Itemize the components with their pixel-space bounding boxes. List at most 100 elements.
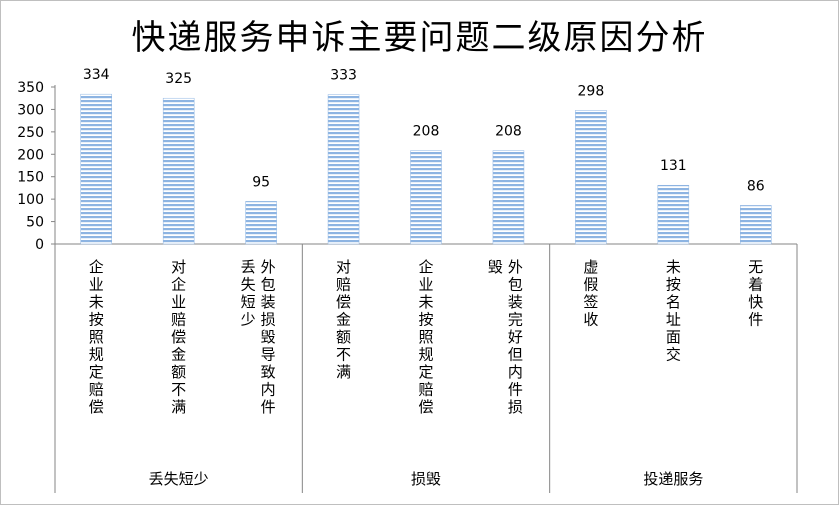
data-label: 334 [83, 67, 110, 83]
svg-text:对: 对 [171, 258, 186, 276]
group-label: 损毁 [411, 470, 441, 488]
svg-text:损: 损 [508, 398, 523, 416]
svg-text:外: 外 [508, 258, 523, 276]
svg-text:赔: 赔 [418, 381, 433, 399]
bar [327, 94, 360, 245]
svg-text:包: 包 [261, 276, 276, 294]
svg-text:赔: 赔 [336, 276, 351, 294]
svg-text:额: 额 [171, 363, 186, 381]
svg-text:业: 业 [171, 293, 186, 311]
svg-text:偿: 偿 [418, 398, 433, 416]
bar [410, 150, 442, 245]
y-tick-label: 300 [17, 102, 44, 118]
y-tick-label: 50 [26, 215, 44, 231]
group-label: 丢失短少 [149, 470, 209, 488]
svg-text:企: 企 [171, 276, 186, 294]
bar [162, 97, 195, 245]
svg-text:名: 名 [666, 293, 681, 311]
data-label: 95 [252, 174, 270, 190]
svg-text:快: 快 [748, 293, 763, 311]
bar [80, 93, 112, 245]
svg-text:额: 额 [336, 328, 351, 346]
svg-text:赔: 赔 [89, 381, 104, 399]
svg-text:金: 金 [336, 311, 351, 329]
svg-text:规: 规 [89, 346, 104, 364]
svg-text:定: 定 [89, 363, 104, 381]
y-tick-label: 250 [17, 125, 44, 141]
svg-text:着: 着 [748, 276, 763, 294]
svg-text:少: 少 [241, 311, 256, 329]
svg-text:虚: 虚 [583, 258, 598, 276]
svg-text:赔: 赔 [171, 311, 186, 329]
chart-title: 快递服务申诉主要问题二级原因分析 [131, 18, 708, 58]
svg-text:收: 收 [583, 311, 598, 329]
svg-text:损: 损 [261, 311, 276, 329]
data-label: 298 [578, 83, 605, 99]
svg-text:按: 按 [89, 311, 104, 329]
svg-text:完: 完 [508, 311, 523, 329]
svg-text:但: 但 [508, 346, 523, 364]
bar [492, 150, 525, 245]
svg-text:满: 满 [336, 363, 351, 381]
svg-text:金: 金 [171, 346, 186, 364]
y-tick-label: 150 [17, 170, 44, 186]
svg-text:导: 导 [261, 346, 276, 364]
bar [657, 184, 690, 245]
svg-text:满: 满 [171, 398, 186, 416]
svg-text:定: 定 [418, 363, 433, 381]
svg-text:偿: 偿 [336, 293, 351, 311]
svg-text:偿: 偿 [89, 398, 104, 416]
bar [245, 201, 277, 245]
svg-text:假: 假 [583, 276, 598, 294]
svg-text:对: 对 [336, 258, 351, 276]
group-label: 投递服务 [643, 470, 703, 488]
bar [740, 205, 772, 245]
svg-text:按: 按 [418, 311, 433, 329]
svg-text:包: 包 [508, 276, 523, 294]
svg-text:无: 无 [748, 258, 763, 276]
svg-text:毁: 毁 [488, 258, 503, 276]
svg-text:装: 装 [508, 293, 523, 311]
y-tick-label: 350 [17, 80, 44, 96]
data-label: 86 [747, 178, 765, 194]
svg-text:不: 不 [171, 381, 186, 399]
svg-text:业: 业 [418, 276, 433, 294]
data-label: 333 [330, 68, 357, 84]
svg-text:规: 规 [418, 346, 433, 364]
y-tick-label: 0 [35, 237, 44, 253]
svg-text:外: 外 [261, 258, 276, 276]
svg-text:偿: 偿 [171, 328, 186, 346]
svg-text:丢: 丢 [241, 258, 256, 276]
svg-text:企: 企 [418, 258, 433, 276]
svg-text:件: 件 [748, 311, 763, 329]
svg-text:不: 不 [336, 346, 351, 364]
svg-text:业: 业 [89, 276, 104, 294]
svg-text:未: 未 [666, 258, 681, 276]
svg-text:未: 未 [418, 293, 433, 311]
bar [575, 110, 607, 245]
svg-text:按: 按 [666, 276, 681, 294]
y-tick-label: 100 [17, 192, 44, 208]
svg-text:装: 装 [261, 293, 276, 311]
svg-text:交: 交 [666, 346, 681, 364]
data-label: 208 [413, 124, 440, 140]
y-tick-label: 200 [17, 147, 44, 163]
data-label: 208 [495, 124, 522, 140]
svg-text:面: 面 [666, 328, 681, 346]
data-label: 325 [165, 71, 192, 87]
svg-text:失: 失 [241, 276, 256, 294]
svg-text:好: 好 [508, 328, 523, 346]
svg-text:企: 企 [89, 258, 104, 276]
data-label: 131 [660, 158, 687, 174]
svg-text:照: 照 [418, 328, 433, 346]
